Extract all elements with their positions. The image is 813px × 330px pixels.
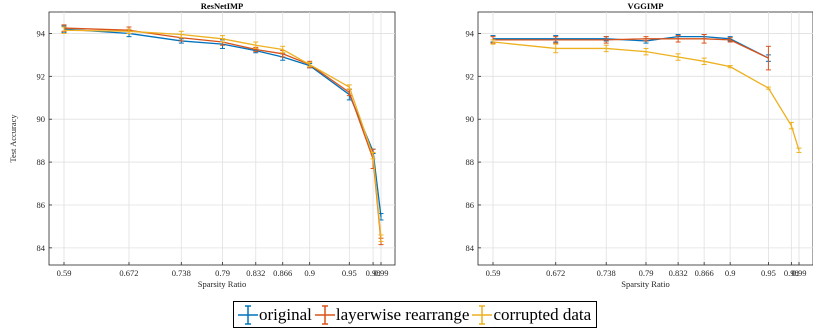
x-tick-label: 0.95 <box>761 268 776 278</box>
x-axis-label: Sparsity Ratio <box>198 279 246 289</box>
error-bar <box>727 65 733 69</box>
x-tick-label: 0.738 <box>597 268 616 278</box>
legend-label-original: original <box>259 305 312 324</box>
series-layerwise-rearrange <box>490 34 771 71</box>
chart-title: VGGIMP <box>628 1 664 11</box>
series-line <box>63 27 382 242</box>
legend-marker-original <box>238 304 258 325</box>
error-bar <box>280 45 286 54</box>
chart-vggimp: 0.59 0.672 0.738 0.79 0.832 0.866 0.9 0.95 0.980… <box>466 1 813 289</box>
y-tick-label: 88 <box>37 157 46 167</box>
y-tick-label: 92 <box>37 71 46 81</box>
y-tick-label: 94 <box>37 28 46 38</box>
x-tick-label: 0.9 <box>304 268 315 278</box>
y-tick-label: 90 <box>37 114 46 124</box>
series-corrupted-data <box>490 39 802 153</box>
error-bar <box>603 44 609 53</box>
error-bar <box>178 30 184 39</box>
series-line <box>493 38 769 59</box>
x-tick-label: 0.79 <box>215 268 230 278</box>
error-bar <box>307 61 313 68</box>
y-tick-label: 84 <box>37 243 46 253</box>
x-tick-label: 0.866 <box>273 268 292 278</box>
legend-label-corrupted-data: corrupted data <box>493 305 592 324</box>
error-bar <box>370 151 376 160</box>
x-tick-label: 0.672 <box>546 268 565 278</box>
legend-item-layerwise-rearrange: layerwise rearrange <box>314 304 470 326</box>
series-line <box>492 41 800 151</box>
legend-marker-layerwise-rearrange <box>314 304 335 325</box>
x-tick-label: 0.866 <box>695 268 714 278</box>
x-tick-label: 0.672 <box>119 268 138 278</box>
error-bar <box>553 36 559 44</box>
error-bar <box>788 121 794 130</box>
error-bar <box>701 34 707 44</box>
x-tick-label: 0.99 <box>374 268 389 278</box>
plot-area <box>48 11 396 266</box>
x-tick-label: 0.738 <box>172 268 191 278</box>
error-bar <box>61 26 67 34</box>
error-bar <box>643 36 649 42</box>
x-tick-label: 0.98 <box>784 268 799 278</box>
x-tick-label: 0.79 <box>639 268 654 278</box>
series-line <box>63 29 382 239</box>
legend-label-layerwise-rearrange: layerwise rearrange <box>335 305 470 324</box>
x-tick-label: 0.59 <box>486 268 501 278</box>
y-tick-label: 94 <box>466 28 475 38</box>
y-tick-label: 92 <box>466 71 475 81</box>
error-bar <box>701 57 707 66</box>
error-bar <box>378 234 384 242</box>
error-bar <box>490 39 496 45</box>
y-axis-label: Test Accuracy <box>8 114 18 163</box>
error-bar <box>126 28 132 34</box>
x-axis-label: Sparsity Ratio <box>621 279 669 289</box>
y-tick-label: 86 <box>37 200 46 210</box>
y-tick-label: 84 <box>466 243 475 253</box>
y-tick-label: 88 <box>466 157 475 167</box>
y-tick-label: 90 <box>466 114 475 124</box>
x-tick-label: 0.832 <box>669 268 688 278</box>
figure: 0.59 0.672 0.738 0.79 0.832 0.866 0.9 0.95 0.980… <box>8 1 813 289</box>
error-bar <box>346 84 352 90</box>
error-bar <box>675 53 681 61</box>
x-tick-label: 0.99 <box>792 268 807 278</box>
error-bar <box>765 86 771 90</box>
x-tick-label: 0.98 <box>366 268 381 278</box>
series-corrupted-data <box>61 26 384 242</box>
legend-item-corrupted-data: corrupted data <box>471 304 591 326</box>
error-bar <box>727 37 733 43</box>
error-bar <box>675 35 681 43</box>
x-tick-label: 0.59 <box>57 268 72 278</box>
x-tick-label: 0.9 <box>725 268 736 278</box>
x-tick-label: 0.832 <box>246 268 265 278</box>
error-bar <box>253 41 259 49</box>
legend-item-original: original <box>237 304 312 326</box>
error-bar <box>220 35 225 43</box>
legend: original layerwise rearrange corrupted d… <box>233 301 598 328</box>
error-bar <box>603 36 609 44</box>
x-tick-label: 0.95 <box>342 268 357 278</box>
error-bar <box>796 147 802 153</box>
error-bar <box>765 45 771 71</box>
chart-title: ResNetIMP <box>201 1 243 11</box>
y-tick-label: 86 <box>466 200 475 210</box>
chart-resnetimp: 0.59 0.672 0.738 0.79 0.832 0.866 0.9 0.95 0.980… <box>8 1 396 289</box>
legend-marker-corrupted-data <box>472 304 493 325</box>
error-bar <box>553 43 559 54</box>
error-bar <box>643 47 649 56</box>
